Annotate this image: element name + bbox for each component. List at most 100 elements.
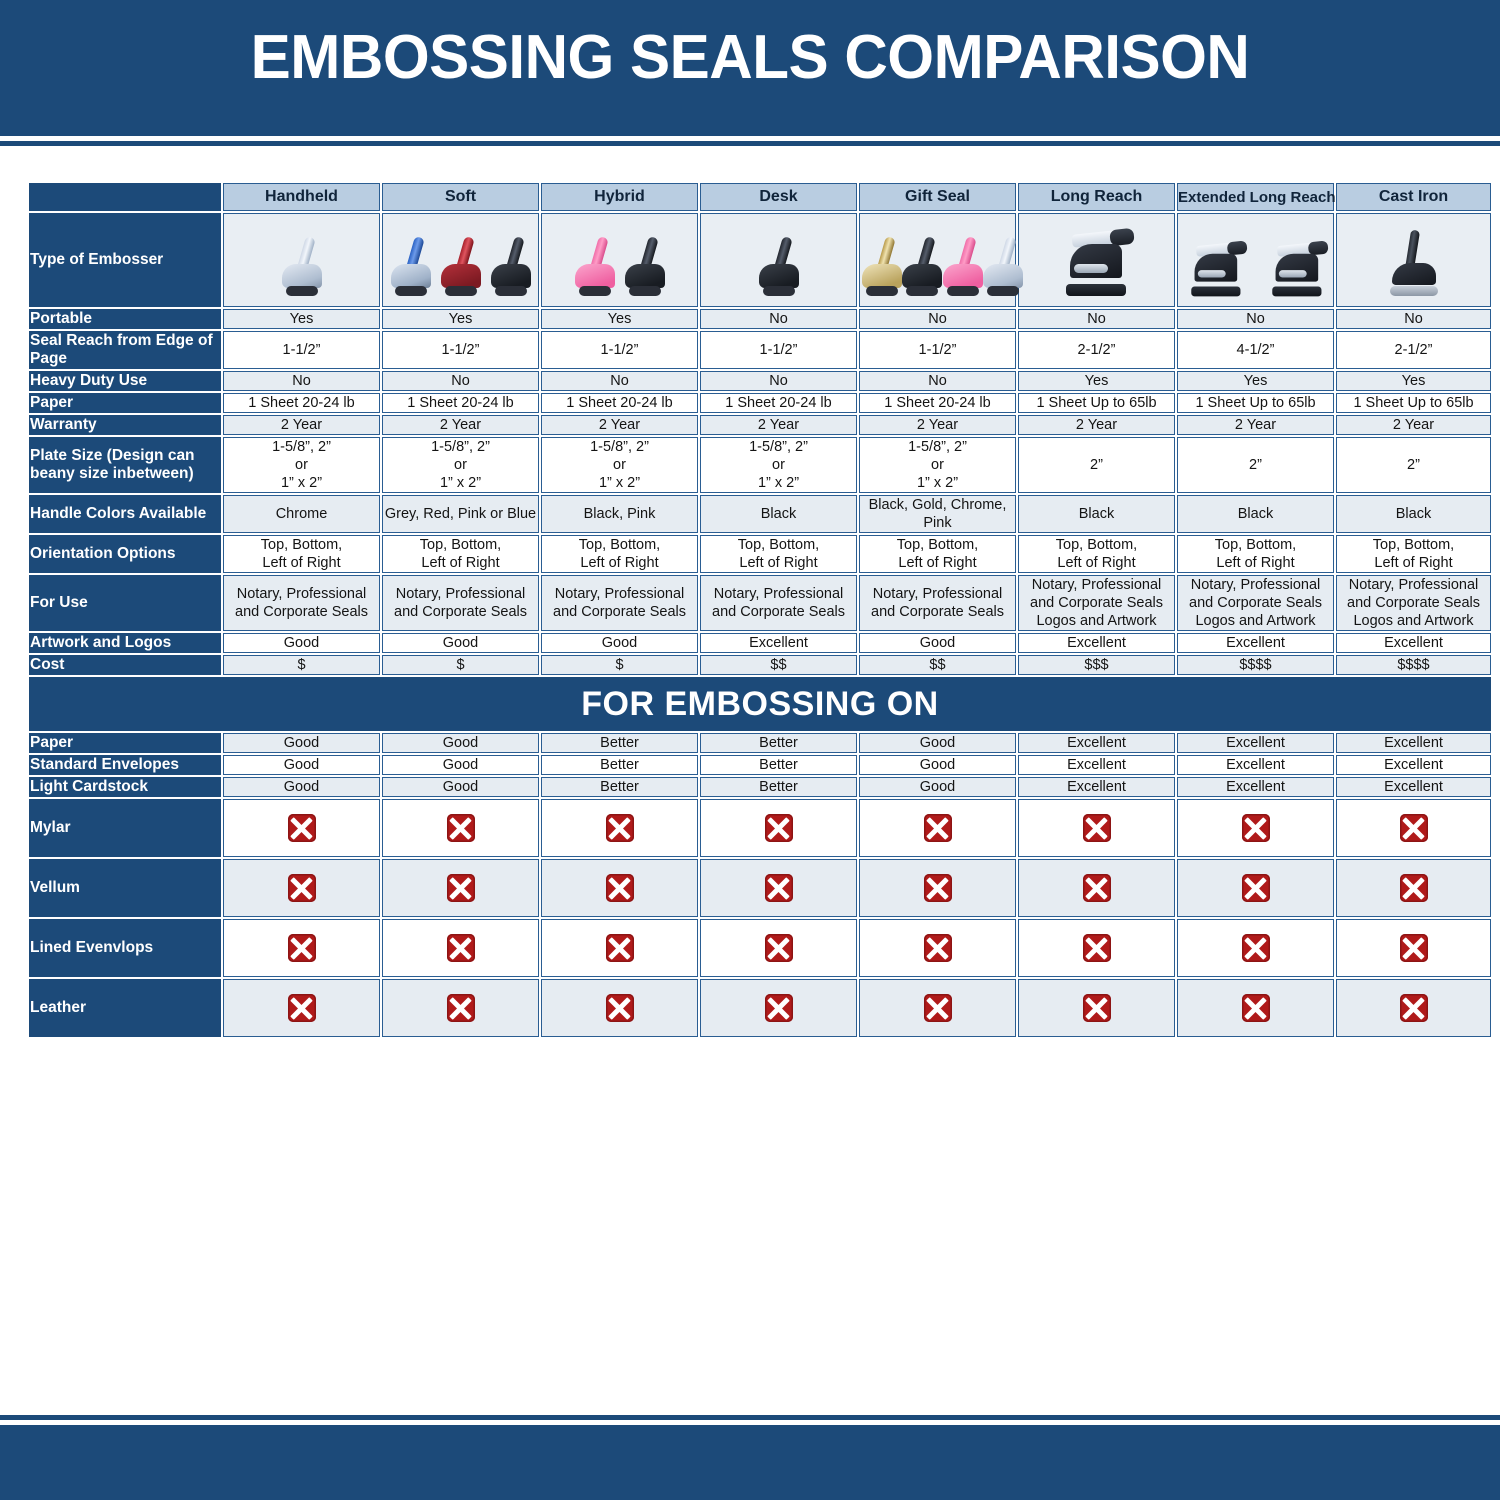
footer-rule-top <box>0 1415 1500 1420</box>
cell-value: 1 Sheet 20-24 lb <box>859 393 1016 413</box>
cell-value: Black, Gold, Chrome, Pink <box>859 495 1016 533</box>
table-corner-cell <box>29 183 221 211</box>
cell-icon <box>1336 859 1491 917</box>
cell-value: Top, Bottom, Left of Right <box>223 535 380 573</box>
cell-value: No <box>223 371 380 391</box>
cell-value: $$ <box>859 655 1016 675</box>
column-header-cast-iron[interactable]: Cast Iron <box>1336 183 1491 211</box>
column-header-extended-long-reach[interactable]: Extended Long Reach <box>1177 183 1336 211</box>
cell-value: Good <box>859 755 1016 775</box>
cell-icon <box>1336 799 1491 857</box>
column-header-long-reach[interactable]: Long Reach <box>1018 183 1175 211</box>
cell-value: Yes <box>541 309 698 329</box>
embosser-image-cell <box>1018 213 1175 307</box>
footer-band <box>0 1430 1500 1500</box>
cell-value: $ <box>382 655 539 675</box>
cell-value: 2” <box>1177 437 1334 493</box>
cell-icon <box>541 919 698 977</box>
cell-value: Better <box>700 755 857 775</box>
cell-value: $ <box>541 655 698 675</box>
table-row: Standard Envelopes Good Good Better Better Go… <box>29 755 1491 775</box>
table-header-row: Handheld Soft Hybrid Desk Gift Seal Long Reac… <box>29 183 1491 211</box>
footer-rule-bottom <box>0 1425 1500 1430</box>
row-label-mylar: Mylar <box>29 799 221 857</box>
cell-value: 1-5/8”, 2” or 1” x 2” <box>223 437 380 493</box>
table-row: Mylar <box>29 799 1491 857</box>
cell-value: Top, Bottom, Left of Right <box>1018 535 1175 573</box>
cell-value: Good <box>223 633 380 653</box>
x-mark-icon <box>1241 814 1270 842</box>
cell-value: 1 Sheet Up to 65lb <box>1177 393 1334 413</box>
x-mark-icon <box>1399 994 1428 1022</box>
table-row: Paper 1 Sheet 20-24 lb 1 Sheet 20-24 lb 1 S… <box>29 393 1491 413</box>
cell-value: $$$ <box>1018 655 1175 675</box>
cell-value: Top, Bottom, Left of Right <box>541 535 698 573</box>
cell-value: Notary, Professional and Corporate Seals… <box>1336 575 1491 631</box>
cell-value: Top, Bottom, Left of Right <box>700 535 857 573</box>
embosser-image-cell <box>700 213 857 307</box>
x-mark-icon <box>1082 994 1111 1022</box>
column-header-hybrid[interactable]: Hybrid <box>541 183 698 211</box>
row-label-heavy-duty-use: Heavy Duty Use <box>29 371 221 391</box>
cell-value: $$ <box>700 655 857 675</box>
column-header-soft[interactable]: Soft <box>382 183 539 211</box>
cell-value: 1-5/8”, 2” or 1” x 2” <box>700 437 857 493</box>
x-mark-icon <box>1399 934 1428 962</box>
cell-value: 2” <box>1018 437 1175 493</box>
cell-value: Good <box>223 777 380 797</box>
cell-value: $ <box>223 655 380 675</box>
cell-value: Excellent <box>1177 755 1334 775</box>
cell-value: 1-1/2” <box>541 331 698 369</box>
cell-icon <box>700 919 857 977</box>
embosser-image-cell <box>859 213 1023 307</box>
cell-icon <box>382 859 539 917</box>
table-row: Warranty 2 Year 2 Year 2 Year 2 Year 2 Year 2 … <box>29 415 1491 435</box>
cell-value: Notary, Professional and Corporate Seals… <box>1018 575 1175 631</box>
cell-icon <box>223 859 380 917</box>
cell-value: Black <box>700 495 857 533</box>
cell-value: 1-5/8”, 2” or 1” x 2” <box>859 437 1016 493</box>
cell-value: Excellent <box>1018 755 1175 775</box>
cell-value: Black <box>1336 495 1491 533</box>
row-label-plate-size-design-can-beany-size-inbetween: Plate Size (Design can beany size inbetw… <box>29 437 221 493</box>
cell-icon <box>859 979 1016 1037</box>
cell-value: Good <box>223 755 380 775</box>
column-header-handheld[interactable]: Handheld <box>223 183 380 211</box>
cell-icon <box>700 979 857 1037</box>
x-mark-icon <box>287 934 316 962</box>
cell-value: 2 Year <box>700 415 857 435</box>
section-banner: FOR EMBOSSING ON <box>29 677 1491 731</box>
cell-value: Better <box>541 755 698 775</box>
cell-value: 1-1/2” <box>700 331 857 369</box>
cell-value: No <box>1177 309 1334 329</box>
x-mark-icon <box>764 874 793 902</box>
cell-value: $$$$ <box>1177 655 1334 675</box>
cell-value: 2 Year <box>382 415 539 435</box>
cell-icon <box>223 799 380 857</box>
cell-value: Black, Pink <box>541 495 698 533</box>
x-mark-icon <box>287 814 316 842</box>
row-label-portable: Portable <box>29 309 221 329</box>
cell-value: 1 Sheet 20-24 lb <box>382 393 539 413</box>
cell-value: $$$$ <box>1336 655 1491 675</box>
cell-value: 2 Year <box>541 415 698 435</box>
cell-value: 1 Sheet 20-24 lb <box>700 393 857 413</box>
x-mark-icon <box>1082 874 1111 902</box>
x-mark-icon <box>287 874 316 902</box>
row-label-standard-envelopes: Standard Envelopes <box>29 755 221 775</box>
column-header-desk[interactable]: Desk <box>700 183 857 211</box>
cell-value: 4-1/2” <box>1177 331 1334 369</box>
embosser-image-cell <box>541 213 698 307</box>
column-header-gift-seal[interactable]: Gift Seal <box>859 183 1016 211</box>
cell-icon <box>1336 979 1491 1037</box>
table-row: Type of Embosser <box>29 213 1491 307</box>
cell-value: Notary, Professional and Corporate Seals <box>700 575 857 631</box>
x-mark-icon <box>446 874 475 902</box>
cast-iron-embosser-icon <box>1337 214 1490 306</box>
cell-value: Good <box>382 755 539 775</box>
cell-value: Black <box>1177 495 1334 533</box>
cell-value: 1-1/2” <box>223 331 380 369</box>
embosser-image-cell <box>382 213 539 307</box>
cell-icon <box>700 859 857 917</box>
